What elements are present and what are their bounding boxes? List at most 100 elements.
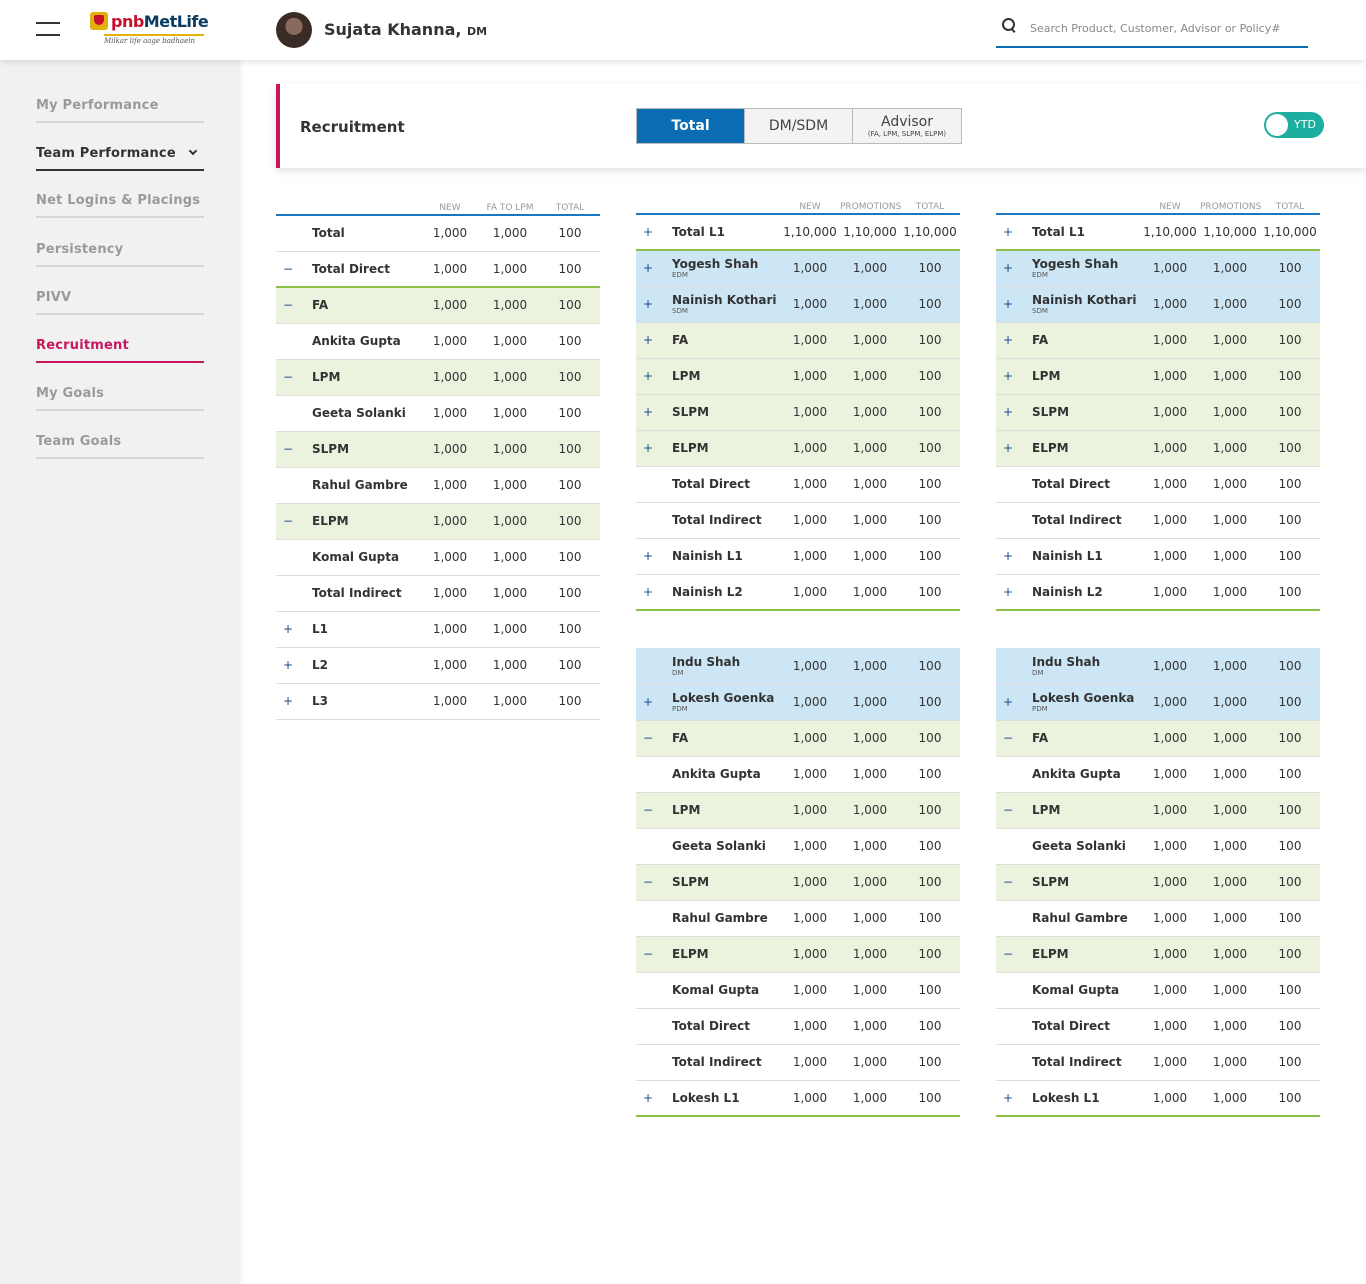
expand-plus-icon[interactable]: + (276, 647, 300, 684)
expand-plus-icon[interactable]: + (996, 214, 1020, 251)
cell-value: 1,000 (1200, 972, 1260, 1009)
expand-plus-icon[interactable]: + (636, 286, 660, 323)
collapse-minus-icon[interactable]: − (276, 251, 300, 288)
expand-plus-icon[interactable]: + (636, 538, 660, 575)
cell-value: 1,000 (840, 900, 900, 937)
cell-value: 1,000 (480, 287, 540, 324)
collapse-minus-icon[interactable]: − (276, 503, 300, 540)
collapse-minus-icon[interactable]: − (996, 720, 1020, 757)
row-label: Nainish L1 (1020, 538, 1140, 575)
expand-plus-icon[interactable]: + (636, 430, 660, 467)
expand-plus-icon[interactable]: + (996, 538, 1020, 575)
collapse-minus-icon[interactable]: − (636, 864, 660, 901)
expand-plus-icon[interactable]: + (996, 394, 1020, 431)
sidebar-item-persistency[interactable]: Persistency (36, 242, 204, 267)
expand-plus-icon[interactable]: + (996, 574, 1020, 611)
expand-plus-icon[interactable]: + (636, 322, 660, 359)
row-label: ELPM (660, 936, 780, 973)
column-header[interactable]: TOTAL (540, 202, 600, 216)
cell-value: 100 (540, 251, 600, 288)
table-row: + Yogesh Shah EDM 1,000 1,000 100 (636, 250, 960, 287)
expand-plus-icon[interactable]: + (276, 683, 300, 720)
expand-plus-icon[interactable]: + (996, 358, 1020, 395)
hamburger-menu-icon[interactable] (36, 22, 60, 36)
cell-value: 1,000 (840, 466, 900, 503)
sidebar-item-recruitment[interactable]: Recruitment (36, 338, 204, 363)
column-header[interactable]: NEW (420, 202, 480, 216)
cell-value: 1,000 (1140, 1044, 1200, 1081)
collapse-minus-icon[interactable]: − (636, 720, 660, 757)
cell-value: 1,000 (780, 1008, 840, 1045)
cell-value: 1,000 (780, 286, 840, 323)
row-name: Total Direct (312, 261, 390, 276)
cell-value: 100 (900, 358, 960, 395)
pnb-metlife-logo[interactable]: pnbMetLife Milkar life aage badhaein (90, 12, 210, 48)
column-header[interactable]: PROMOTIONS (840, 201, 902, 215)
expand-plus-icon[interactable]: + (276, 611, 300, 648)
collapse-minus-icon[interactable]: − (996, 936, 1020, 973)
expand-plus-icon[interactable]: + (636, 394, 660, 431)
expand-plus-icon[interactable]: + (996, 430, 1020, 467)
column-header[interactable]: FA TO LPM (480, 202, 540, 216)
row-name: Ankita Gupta (672, 767, 761, 781)
collapse-minus-icon[interactable]: − (636, 792, 660, 829)
collapse-minus-icon[interactable]: − (276, 359, 300, 396)
column-header[interactable]: TOTAL (1260, 201, 1320, 215)
cell-value: 1,000 (780, 828, 840, 865)
column-header[interactable]: PROMOTIONS (1200, 201, 1262, 215)
sidebar-item-my-performance[interactable]: My Performance (36, 98, 204, 123)
cell-value: 1,000 (1200, 286, 1260, 323)
sidebar-item-team-performance[interactable]: Team Performance (36, 146, 204, 171)
collapse-minus-icon[interactable]: − (996, 864, 1020, 901)
cell-value: 100 (1260, 502, 1320, 539)
tab-total[interactable]: Total (637, 109, 745, 143)
tab-dm-sdm[interactable]: DM/SDM (745, 109, 853, 143)
row-label: L3 (300, 683, 420, 720)
row-name: SLPM (672, 405, 710, 419)
blank-icon (996, 828, 1020, 865)
expand-plus-icon[interactable]: + (996, 250, 1020, 287)
sidebar-item-my-goals[interactable]: My Goals (36, 386, 204, 411)
cell-value: 100 (540, 503, 600, 540)
row-name: Lokesh Goenka (672, 691, 775, 705)
expand-plus-icon[interactable]: + (636, 1080, 660, 1117)
column-header[interactable]: NEW (780, 201, 840, 215)
row-label: Yogesh Shah EDM (660, 250, 780, 287)
expand-plus-icon[interactable]: + (636, 214, 660, 251)
search-input[interactable] (1030, 18, 1306, 38)
expand-plus-icon[interactable]: + (636, 684, 660, 721)
cell-value: 100 (1260, 286, 1320, 323)
column-header[interactable]: TOTAL (900, 201, 960, 215)
sidebar-item-pivv[interactable]: PIVV (36, 290, 204, 315)
cell-value: 1,000 (780, 684, 840, 721)
table-row: + Nainish L2 1,000 1,000 100 (636, 574, 960, 611)
row-name: Nainish Kothari (672, 293, 777, 307)
expand-plus-icon[interactable]: + (636, 574, 660, 611)
cell-value: 1,000 (780, 792, 840, 829)
cell-value: 1,10,000 (1140, 214, 1200, 251)
row-name: L3 (312, 694, 328, 708)
cell-value: 1,000 (840, 286, 900, 323)
expand-plus-icon[interactable]: + (996, 322, 1020, 359)
tab-advisor[interactable]: Advisor (FA, LPM, SLPM, ELPM) (853, 109, 961, 143)
cell-value: 100 (1260, 430, 1320, 467)
ytd-toggle[interactable]: YTD (1264, 112, 1324, 138)
avatar[interactable] (276, 12, 312, 48)
expand-plus-icon[interactable]: + (996, 1080, 1020, 1117)
row-label: Komal Gupta (300, 539, 420, 576)
sidebar-item-net-logins[interactable]: Net Logins & Placings (36, 193, 204, 218)
row-label: LPM (1020, 358, 1140, 395)
expand-plus-icon[interactable]: + (996, 684, 1020, 721)
search-icon[interactable] (1002, 18, 1016, 32)
row-name: Ankita Gupta (1032, 767, 1121, 781)
expand-plus-icon[interactable]: + (636, 358, 660, 395)
collapse-minus-icon[interactable]: − (996, 792, 1020, 829)
collapse-minus-icon[interactable]: − (276, 431, 300, 468)
expand-plus-icon[interactable]: + (996, 286, 1020, 323)
expand-plus-icon[interactable]: + (636, 250, 660, 287)
column-header[interactable]: NEW (1140, 201, 1200, 215)
row-name: LPM (1032, 369, 1061, 383)
sidebar-item-team-goals[interactable]: Team Goals (36, 434, 204, 459)
collapse-minus-icon[interactable]: − (636, 936, 660, 973)
collapse-minus-icon[interactable]: − (276, 287, 300, 324)
